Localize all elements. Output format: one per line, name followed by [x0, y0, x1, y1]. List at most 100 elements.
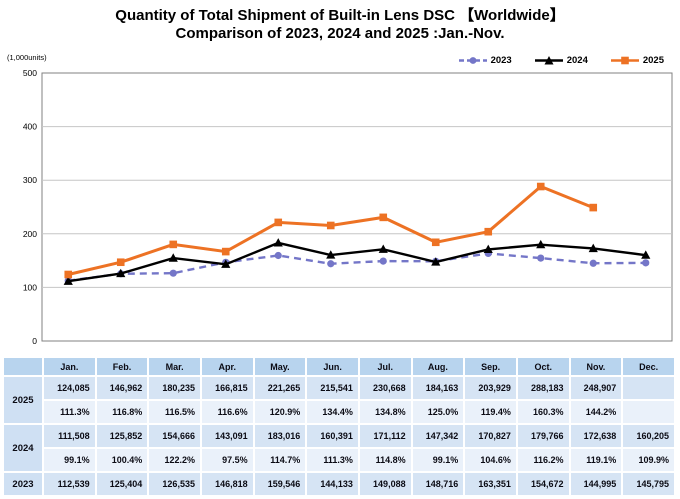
year-label-2024: 2024: [2, 423, 44, 473]
data-point-triangle: [483, 244, 493, 254]
data-point-square: [431, 238, 440, 247]
cell-2025-vals-6: 215,541: [305, 375, 360, 401]
y-tick-label: 300: [23, 175, 37, 185]
cell-2024-pct-11: 119.1%: [568, 447, 624, 473]
cell-2025-pct-11: 144.2%: [568, 399, 624, 425]
cell-2023-vals-4: 146,818: [199, 471, 255, 497]
cell-2024-pct-4: 97.5%: [199, 447, 255, 473]
cell-2024-pct-6: 111.3%: [305, 447, 360, 473]
cell-2025-vals-7: 230,668: [357, 375, 413, 401]
legend-marker-triangle-icon: [534, 56, 563, 65]
cell-2025-pct-9: 119.4%: [463, 399, 518, 425]
cell-2025-vals-5: 221,265: [252, 375, 308, 401]
cell-2023-vals-12: 145,795: [621, 471, 676, 497]
data-point-circle: [169, 269, 177, 277]
legend-label-2023: 2023: [490, 55, 512, 66]
cell-2023-vals-7: 149,088: [357, 471, 413, 497]
cell-2024-vals-8: 147,342: [410, 423, 466, 449]
monthly-shipment-table: Jan. Feb. Mar. Apr. May. Jun. Jul. Aug. Sep. Oct.…: [2, 356, 676, 497]
cell-2024-pct-7: 114.8%: [357, 447, 413, 473]
table-corner-cell: [2, 356, 44, 377]
data-point-triangle: [431, 257, 441, 266]
cell-2024-vals-7: 171,112: [357, 423, 413, 449]
cell-2024-pct-1: 99.1%: [42, 447, 97, 473]
legend-label-2025: 2025: [642, 55, 664, 66]
cell-2024-vals-12: 160,205: [621, 423, 676, 449]
legend-item-2024: 2024: [534, 55, 588, 66]
y-tick-label: 400: [23, 122, 37, 132]
data-point-triangle: [326, 250, 336, 259]
cell-2025-pct-6: 134.4%: [305, 399, 360, 425]
data-point-square: [379, 213, 388, 222]
y-axis-units-label: (1,000units): [7, 53, 47, 62]
legend-label-2024: 2024: [566, 55, 588, 66]
cell-2025-vals-2: 146,962: [94, 375, 150, 401]
y-tick-label: 0: [32, 336, 37, 346]
year-label-2023: 2023: [2, 471, 44, 497]
col-header-aug: Aug.: [410, 356, 466, 377]
cell-2023-vals-8: 148,716: [410, 471, 466, 497]
cell-2025-pct-10: 160.3%: [515, 399, 571, 425]
cell-2023-vals-9: 163,351: [463, 471, 518, 497]
legend-marker-circle-icon: [458, 57, 487, 64]
cell-2024-pct-10: 116.2%: [515, 447, 571, 473]
col-header-sep: Sep.: [463, 356, 518, 377]
y-tick-label: 200: [23, 229, 37, 239]
plot-frame: [41, 72, 673, 342]
cell-2024-vals-3: 154,666: [147, 423, 202, 449]
data-point-square: [169, 240, 178, 249]
data-point-square: [484, 227, 493, 236]
col-header-apr: Apr.: [199, 356, 255, 377]
cell-2024-vals-4: 143,091: [199, 423, 255, 449]
cell-2023-vals-5: 159,546: [252, 471, 308, 497]
col-header-jul: Jul.: [357, 356, 413, 377]
data-point-circle: [642, 259, 650, 267]
data-point-triangle: [588, 243, 598, 253]
cell-2025-vals-11: 248,907: [568, 375, 624, 401]
data-point-square: [536, 182, 545, 191]
cell-2024-pct-9: 104.6%: [463, 447, 518, 473]
cell-2025-pct-4: 116.6%: [199, 399, 255, 425]
cell-2024-pct-8: 99.1%: [410, 447, 466, 473]
cell-2025-vals-4: 166,815: [199, 375, 255, 401]
col-header-mar: Mar.: [147, 356, 202, 377]
cell-2023-vals-10: 154,672: [515, 471, 571, 497]
data-point-triangle: [63, 276, 73, 285]
col-header-oct: Oct.: [515, 356, 571, 377]
series-line-2024: [68, 241, 646, 283]
col-header-feb: Feb.: [94, 356, 150, 377]
data-point-circle: [274, 251, 282, 260]
data-point-circle: [327, 260, 335, 268]
col-header-may: May.: [252, 356, 308, 377]
cell-2023-vals-3: 126,535: [147, 471, 202, 497]
cell-2024-pct-12: 109.9%: [621, 447, 676, 473]
legend-item-2023: 2023: [458, 55, 512, 66]
legend-item-2025: 2025: [610, 55, 664, 66]
cell-2025-pct-12: [621, 399, 676, 425]
col-header-nov: Nov.: [568, 356, 624, 377]
cell-2024-pct-3: 122.2%: [147, 447, 202, 473]
data-point-triangle: [536, 239, 546, 249]
year-label-2025: 2025: [2, 375, 44, 425]
cell-2025-vals-9: 203,929: [463, 375, 518, 401]
cell-2025-vals-3: 180,235: [147, 375, 202, 401]
cell-2025-vals-12: [621, 375, 676, 401]
data-point-square: [221, 247, 230, 256]
cell-2025-pct-2: 116.8%: [94, 399, 150, 425]
cell-2023-vals-2: 125,404: [94, 471, 150, 497]
cell-2024-vals-9: 170,827: [463, 423, 518, 449]
cell-2025-pct-8: 125.0%: [410, 399, 466, 425]
data-point-triangle: [116, 268, 126, 278]
col-header-jun: Jun.: [305, 356, 360, 377]
cell-2025-pct-7: 134.8%: [357, 399, 413, 425]
data-point-square: [274, 218, 283, 227]
cell-2025-vals-1: 124,085: [42, 375, 97, 401]
col-header-dec: Dec.: [621, 356, 676, 377]
line-chart: 0 100 200 300 400 500: [23, 68, 673, 346]
cell-2024-vals-11: 172,638: [568, 423, 624, 449]
cell-2025-pct-5: 120.9%: [252, 399, 308, 425]
cell-2024-pct-5: 114.7%: [252, 447, 308, 473]
data-point-triangle: [221, 259, 231, 268]
cell-2023-vals-1: 112,539: [42, 471, 97, 497]
